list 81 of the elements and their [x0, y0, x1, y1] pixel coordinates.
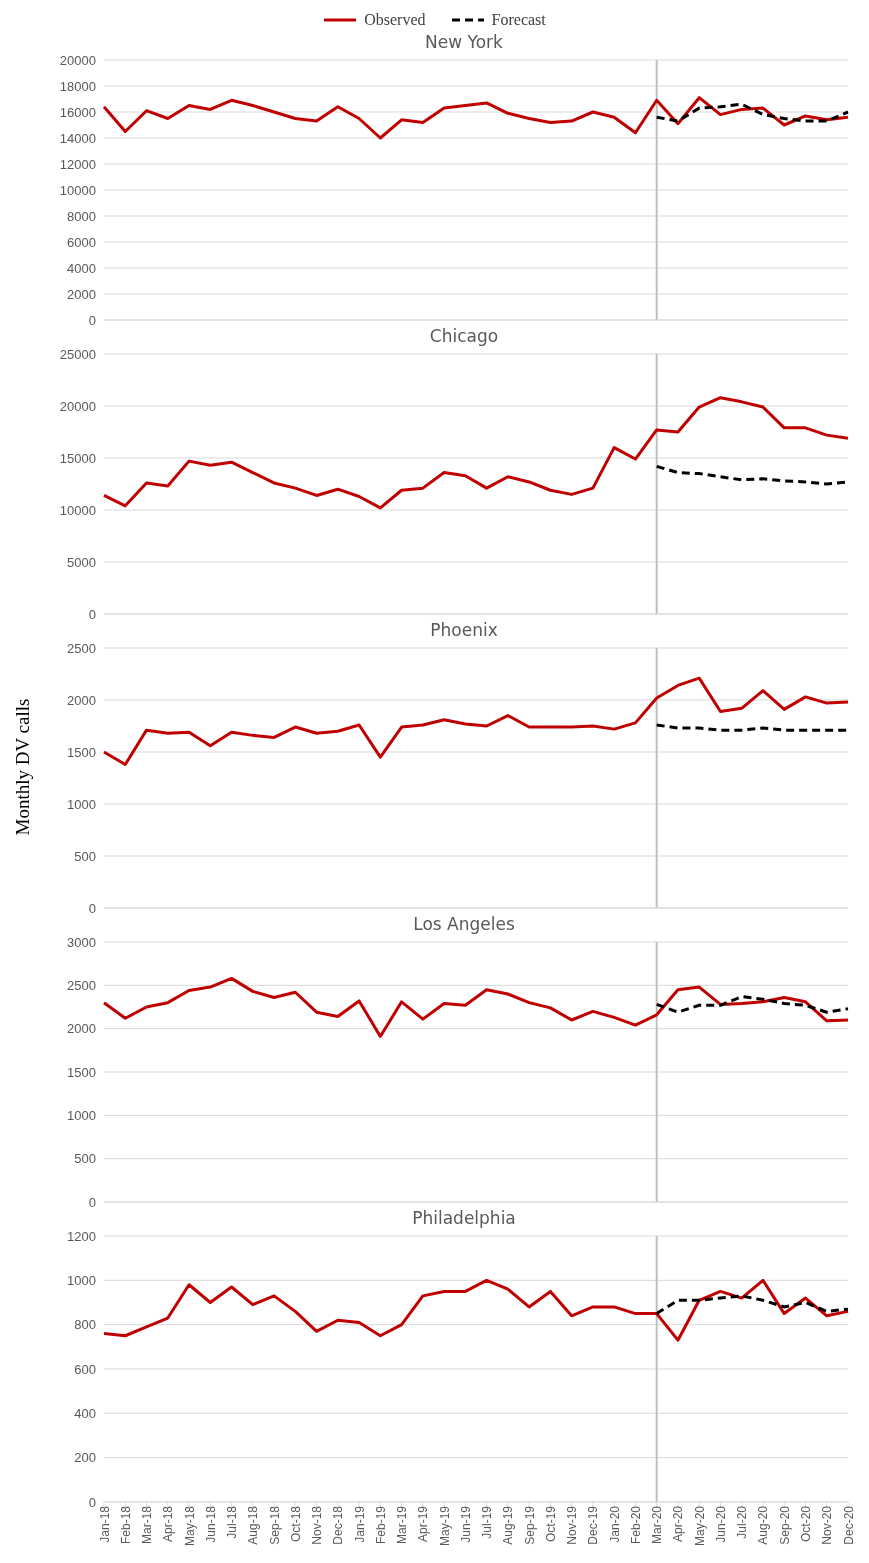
x-tick-label: Apr-19 [416, 1505, 431, 1543]
y-tick-label: 2000 [67, 1021, 96, 1037]
y-tick-label: 1000 [67, 1272, 96, 1288]
legend-label: Forecast [491, 11, 546, 29]
y-tick-label: 2500 [67, 640, 96, 656]
x-tick-label: Nov-19 [565, 1505, 580, 1545]
x-tick-label: Sep-18 [267, 1505, 282, 1545]
y-tick-label: 14000 [59, 130, 96, 146]
x-tick-label: Dec-20 [841, 1505, 856, 1545]
y-tick-label: 15000 [59, 450, 96, 466]
y-tick-label: 12000 [59, 156, 96, 172]
x-tick-label: Jun-18 [203, 1505, 218, 1543]
x-tick-label: Aug-19 [501, 1505, 516, 1545]
chart-title: Phoenix [429, 620, 499, 642]
x-tick-label: May-19 [437, 1505, 452, 1547]
x-tick-label: Sep-20 [777, 1505, 792, 1545]
y-tick-label: 1500 [67, 744, 96, 760]
y-tick-label: 18000 [59, 78, 96, 94]
y-tick-label: 0 [88, 312, 96, 328]
x-tick-label: Nov-18 [310, 1505, 325, 1545]
y-tick-label: 0 [88, 1194, 96, 1210]
x-tick-label: Feb-19 [373, 1505, 388, 1545]
x-tick-label: Apr-20 [671, 1505, 686, 1543]
x-tick-label: Jan-19 [352, 1505, 367, 1543]
y-tick-label: 400 [74, 1405, 96, 1421]
x-tick-label: May-20 [692, 1505, 707, 1547]
y-tick-label: 10000 [59, 182, 96, 198]
y-tick-label: 500 [74, 848, 96, 864]
chart-title: New York [424, 32, 504, 54]
y-tick-label: 1000 [67, 796, 96, 812]
x-tick-label: Mar-18 [140, 1505, 155, 1545]
x-tick-label: Oct-19 [543, 1505, 558, 1543]
x-tick-label: May-18 [182, 1505, 197, 1547]
y-tick-label: 20000 [59, 52, 96, 68]
x-tick-label: Mar-20 [650, 1505, 665, 1545]
y-tick-label: 2500 [67, 977, 96, 993]
x-tick-label: Mar-19 [395, 1505, 410, 1545]
y-tick-label: 6000 [67, 234, 96, 250]
y-tick-label: 200 [74, 1450, 96, 1466]
chart-title: Chicago [428, 326, 500, 348]
x-tick-label: Apr-18 [161, 1505, 176, 1543]
y-tick-label: 5000 [67, 554, 96, 570]
y-tick-label: 500 [74, 1151, 96, 1167]
x-tick-label: Jul-20 [735, 1505, 750, 1539]
y-tick-label: 0 [88, 1494, 96, 1510]
y-tick-label: 16000 [59, 104, 96, 120]
x-tick-label: Oct-20 [799, 1505, 814, 1543]
y-tick-label: 0 [88, 900, 96, 916]
y-tick-label: 1000 [67, 1107, 96, 1123]
y-tick-label: 800 [74, 1317, 96, 1333]
legend-label: Observed [364, 11, 426, 29]
x-tick-label: Dec-19 [586, 1505, 601, 1545]
x-tick-label: Aug-20 [756, 1505, 771, 1545]
x-tick-label: Aug-18 [246, 1505, 261, 1545]
y-tick-label: 25000 [59, 346, 96, 362]
chart-title: Philadelphia [411, 1208, 517, 1230]
x-tick-label: Feb-20 [628, 1505, 643, 1545]
y-tick-label: 8000 [67, 208, 96, 224]
y-tick-label: 20000 [59, 398, 96, 414]
x-tick-label: Jun-20 [713, 1505, 728, 1543]
x-tick-label: Sep-19 [522, 1505, 537, 1545]
y-tick-label: 3000 [67, 934, 96, 950]
y-tick-label: 600 [74, 1361, 96, 1377]
y-tick-label: 2000 [67, 692, 96, 708]
y-tick-label: 1500 [67, 1064, 96, 1080]
x-tick-label: Jul-18 [225, 1505, 240, 1539]
y-axis-title: Monthly DV calls [12, 698, 34, 836]
y-tick-label: 1200 [67, 1228, 96, 1244]
y-tick-label: 0 [88, 606, 96, 622]
x-tick-label: Feb-18 [118, 1505, 133, 1545]
x-tick-label: Nov-20 [820, 1505, 835, 1545]
y-tick-label: 2000 [67, 286, 96, 302]
chart-title: Los Angeles [412, 914, 516, 936]
y-tick-label: 4000 [67, 260, 96, 276]
y-tick-label: 10000 [59, 502, 96, 518]
x-tick-label: Jan-20 [607, 1505, 622, 1543]
x-tick-label: Jun-19 [458, 1505, 473, 1543]
x-tick-label: Jul-19 [480, 1505, 495, 1539]
x-tick-label: Dec-18 [331, 1505, 346, 1545]
x-tick-label: Jan-18 [97, 1505, 112, 1543]
x-tick-label: Oct-18 [288, 1505, 303, 1543]
